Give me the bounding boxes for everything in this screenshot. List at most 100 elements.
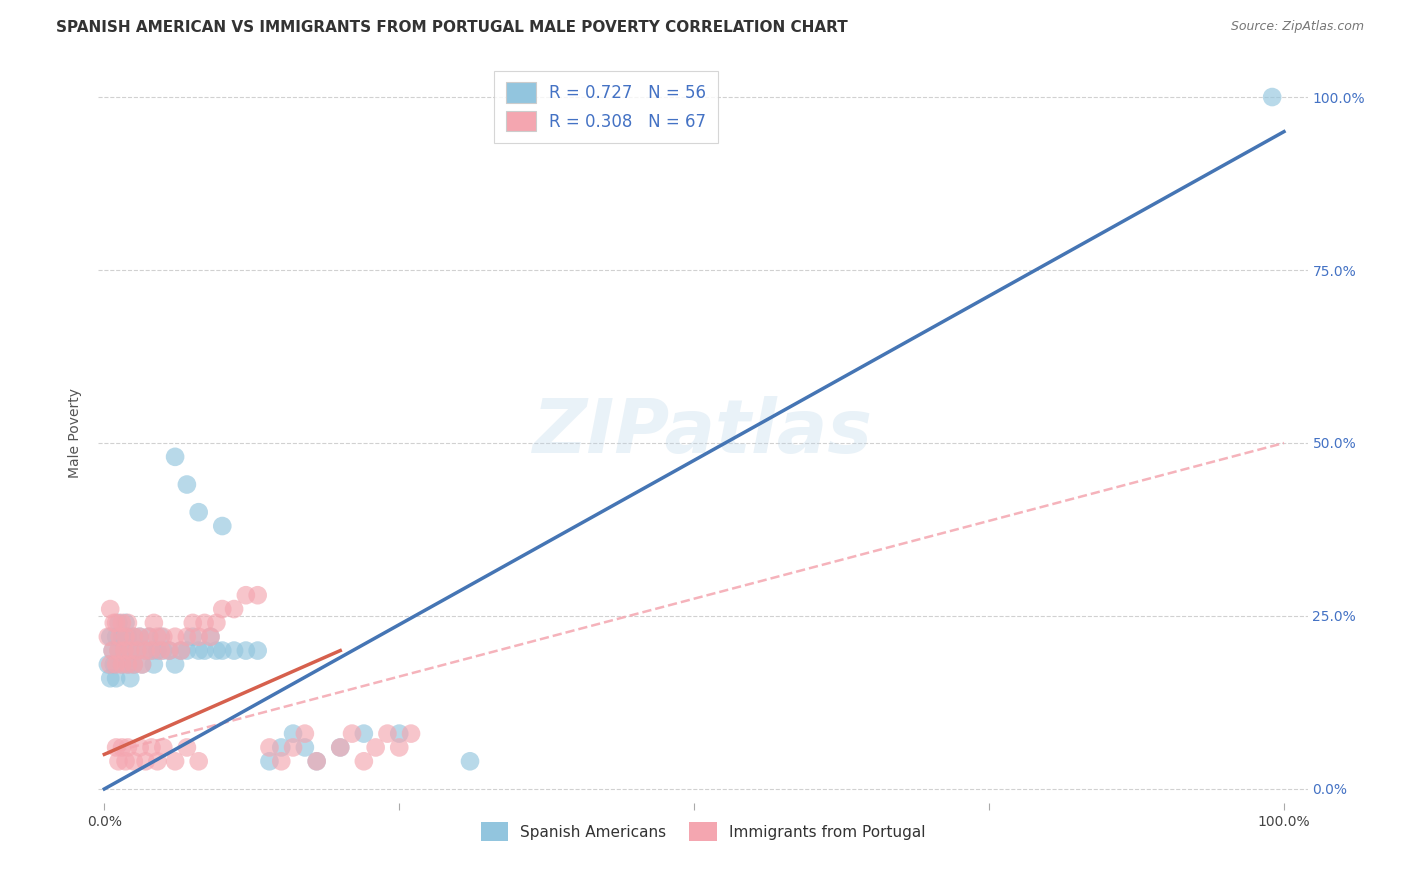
- Point: [107, 615, 129, 630]
- Point: [105, 671, 128, 685]
- Point: [111, 657, 134, 672]
- Point: [114, 630, 136, 644]
- Point: [98, 630, 121, 644]
- Point: [103, 615, 125, 630]
- Point: [176, 477, 198, 491]
- Point: [149, 630, 172, 644]
- Point: [98, 657, 121, 672]
- Point: [281, 726, 304, 740]
- Point: [107, 643, 129, 657]
- Point: [105, 630, 128, 644]
- Point: [122, 657, 145, 672]
- Point: [98, 602, 121, 616]
- Point: [114, 754, 136, 768]
- Point: [181, 615, 204, 630]
- Point: [340, 726, 363, 740]
- Point: [98, 671, 121, 685]
- Point: [281, 740, 304, 755]
- Point: [101, 643, 124, 657]
- Point: [194, 643, 217, 657]
- Point: [353, 754, 375, 768]
- Point: [146, 754, 169, 768]
- Point: [170, 643, 193, 657]
- Point: [114, 615, 136, 630]
- Point: [388, 740, 411, 755]
- Point: [388, 726, 411, 740]
- Point: [364, 740, 387, 755]
- Point: [128, 630, 150, 644]
- Point: [152, 630, 174, 644]
- Text: SPANISH AMERICAN VS IMMIGRANTS FROM PORTUGAL MALE POVERTY CORRELATION CHART: SPANISH AMERICAN VS IMMIGRANTS FROM PORT…: [56, 20, 848, 35]
- Point: [105, 615, 128, 630]
- Point: [246, 588, 269, 602]
- Point: [165, 630, 187, 644]
- Point: [111, 657, 134, 672]
- Point: [200, 630, 222, 644]
- Point: [222, 643, 245, 657]
- Point: [222, 602, 245, 616]
- Point: [187, 643, 209, 657]
- Point: [187, 630, 209, 644]
- Point: [142, 615, 165, 630]
- Point: [211, 602, 233, 616]
- Point: [157, 643, 180, 657]
- Point: [157, 643, 180, 657]
- Point: [294, 740, 316, 755]
- Point: [205, 615, 228, 630]
- Point: [120, 643, 142, 657]
- Point: [165, 754, 187, 768]
- Point: [187, 505, 209, 519]
- Legend: Spanish Americans, Immigrants from Portugal: Spanish Americans, Immigrants from Portu…: [474, 816, 932, 847]
- Point: [128, 740, 150, 755]
- Point: [127, 643, 149, 657]
- Point: [235, 588, 257, 602]
- Point: [135, 643, 157, 657]
- Point: [112, 643, 135, 657]
- Point: [107, 643, 129, 657]
- Point: [122, 754, 145, 768]
- Point: [131, 657, 153, 672]
- Point: [152, 643, 174, 657]
- Point: [246, 643, 269, 657]
- Point: [176, 740, 198, 755]
- Point: [141, 643, 163, 657]
- Point: [259, 754, 281, 768]
- Point: [181, 630, 204, 644]
- Point: [294, 726, 316, 740]
- Point: [117, 657, 139, 672]
- Point: [131, 657, 153, 672]
- Point: [111, 630, 134, 644]
- Point: [377, 726, 399, 740]
- Point: [141, 740, 163, 755]
- Point: [194, 615, 217, 630]
- Point: [305, 754, 328, 768]
- Point: [211, 519, 233, 533]
- Point: [138, 630, 160, 644]
- Point: [111, 615, 134, 630]
- Point: [107, 754, 129, 768]
- Point: [458, 754, 481, 768]
- Text: Source: ZipAtlas.com: Source: ZipAtlas.com: [1230, 20, 1364, 33]
- Point: [200, 630, 222, 644]
- Y-axis label: Male Poverty: Male Poverty: [69, 388, 83, 477]
- Point: [117, 615, 139, 630]
- Point: [120, 643, 142, 657]
- Point: [259, 740, 281, 755]
- Point: [105, 657, 128, 672]
- Point: [112, 643, 135, 657]
- Point: [108, 630, 131, 644]
- Point: [176, 630, 198, 644]
- Point: [152, 740, 174, 755]
- Point: [142, 657, 165, 672]
- Point: [117, 630, 139, 644]
- Point: [270, 754, 292, 768]
- Point: [176, 643, 198, 657]
- Point: [111, 740, 134, 755]
- Point: [170, 643, 193, 657]
- Point: [329, 740, 352, 755]
- Point: [135, 754, 157, 768]
- Point: [146, 630, 169, 644]
- Point: [97, 630, 120, 644]
- Point: [141, 643, 163, 657]
- Point: [120, 671, 142, 685]
